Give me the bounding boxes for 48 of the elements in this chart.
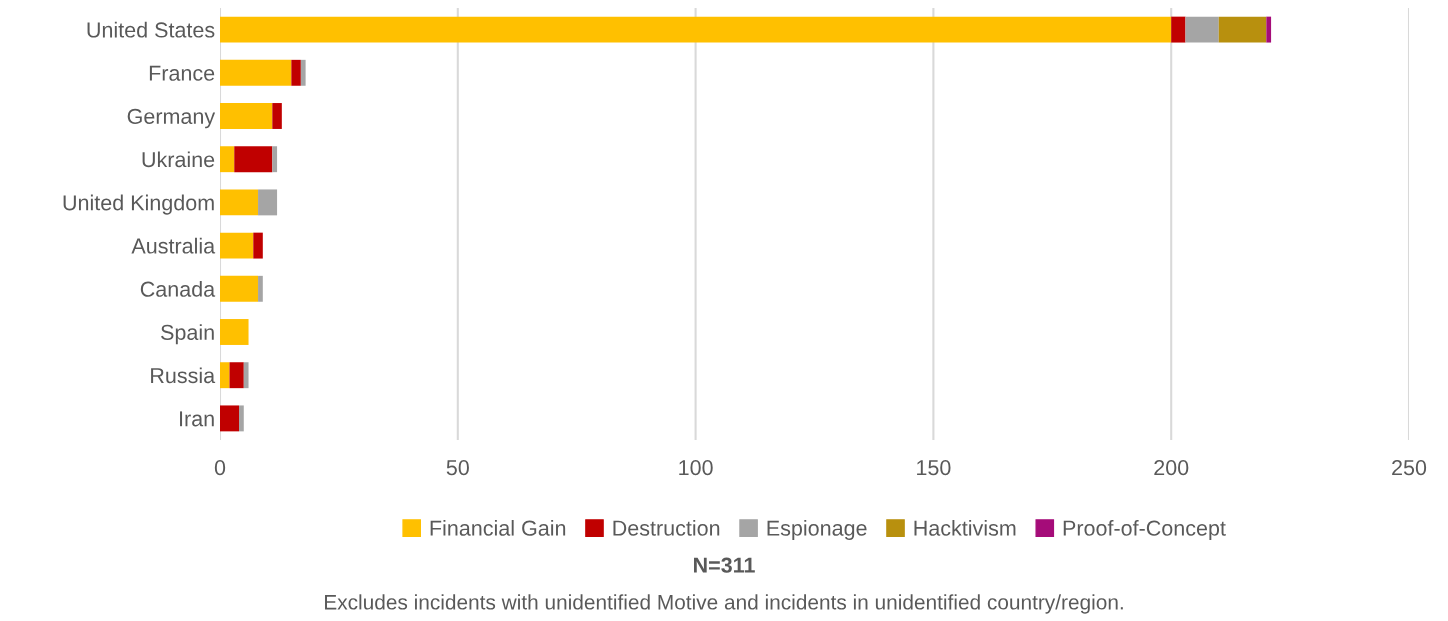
bar: [220, 232, 254, 259]
bar: [1218, 16, 1267, 43]
bar: [220, 275, 259, 302]
bar: [220, 59, 292, 86]
bar: [229, 362, 244, 389]
y-tick-label: Australia: [131, 237, 216, 254]
y-tick-label: Iran: [180, 411, 214, 427]
legend-label: Hacktivism: [914, 519, 1016, 536]
bar: [1171, 16, 1186, 43]
y-tick-label: France: [149, 65, 215, 81]
bar: [239, 405, 244, 432]
bar: [220, 405, 240, 432]
x-tick-label: 0: [214, 460, 226, 476]
x-tick-label: 250: [1392, 460, 1427, 476]
legend-label: Proof-of-Concept: [1063, 519, 1226, 541]
bar: [220, 103, 273, 129]
y-tick-label: United States: [87, 21, 215, 38]
bar: [220, 319, 249, 345]
y-tick-label: Germany: [127, 108, 216, 129]
bar: [300, 59, 306, 86]
y-tick-label: Spain: [161, 324, 214, 345]
bar: [220, 189, 259, 216]
bar: [220, 16, 1172, 43]
bar: [258, 189, 278, 216]
bar: [243, 362, 249, 389]
bar: [220, 362, 230, 389]
legend-label: Financial Gain: [430, 519, 566, 536]
bar: [220, 146, 235, 173]
text: Excludes incidents with unidentified Motive and incidents in unidentified country/region.: [325, 594, 1123, 614]
bar: [291, 59, 301, 86]
legend-label: Destruction: [613, 519, 720, 536]
bar: [234, 146, 273, 173]
bar: [258, 275, 263, 302]
x-tick-label: 100: [679, 460, 713, 476]
bar: [253, 232, 263, 259]
bar: [272, 146, 278, 173]
y-tick-label: United Kingdom: [63, 194, 214, 215]
text: N=311: [694, 557, 755, 573]
y-tick-label: Canada: [140, 281, 216, 297]
legend-label: Espionage: [767, 519, 867, 541]
bar: [272, 103, 282, 129]
x-tick-label: 200: [1154, 460, 1189, 476]
y-tick-label: Russia: [151, 367, 216, 384]
bar: [1266, 16, 1272, 43]
x-tick-label: 150: [917, 460, 951, 476]
x-tick-label: 50: [446, 460, 469, 476]
bar: [1185, 16, 1219, 43]
y-tick-label: Ukraine: [142, 151, 215, 168]
